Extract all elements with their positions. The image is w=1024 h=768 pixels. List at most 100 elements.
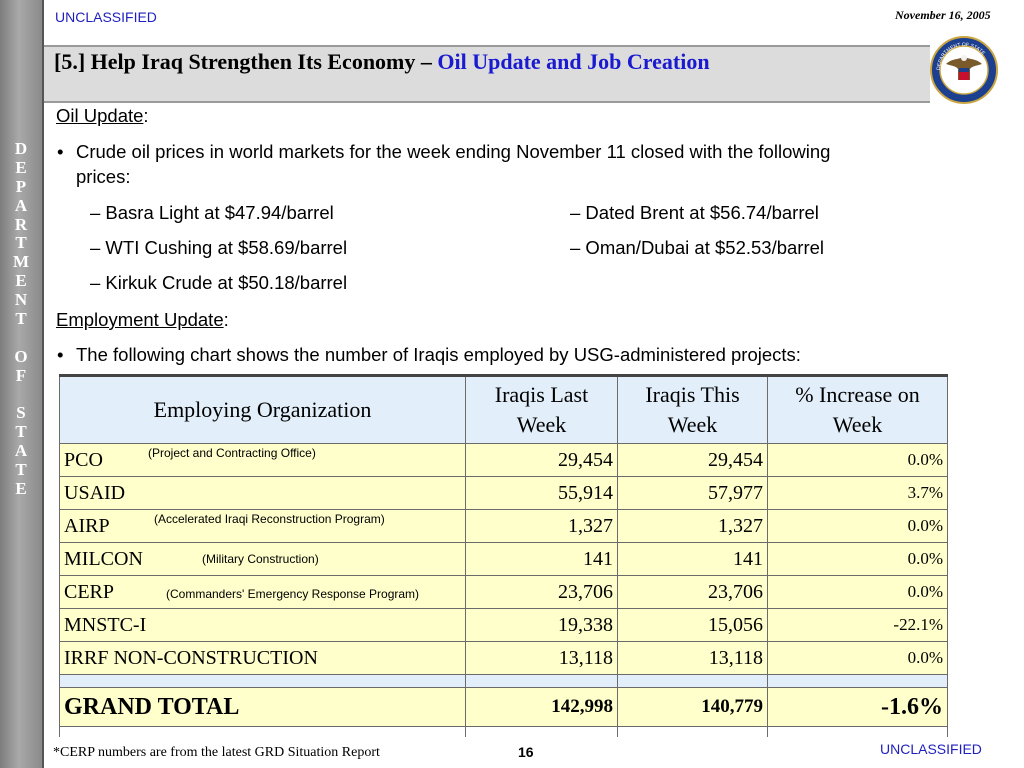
sidebar-letter: T (15, 422, 27, 442)
pad-cell (617, 726, 768, 737)
sidebar-letter: R (14, 214, 28, 234)
header-percent-increase: % Increase on Week (767, 374, 948, 444)
cell-this: 1,327 (617, 509, 768, 543)
oil-update-colon: : (143, 105, 149, 126)
organization-wrap: MNSTC-I (64, 614, 461, 637)
table-row: MILCON (Military Construction) 141 141 0.0% (59, 542, 948, 576)
organization-name: MILCON (64, 547, 143, 570)
table-row: IRRF NON-CONSTRUCTION 13,118 13,118 0.0% (59, 641, 948, 675)
organization-wrap: USAID (64, 482, 461, 505)
oil-update-heading: Oil Update: (56, 105, 149, 127)
table-header-row: Employing Organization Iraqis Last Week … (59, 374, 948, 444)
cell-pct: 3.7% (767, 476, 948, 510)
sidebar-letter (0, 386, 42, 405)
spacer-cell (465, 674, 618, 688)
organization-name: PCO (64, 448, 103, 471)
organization-wrap: CERP (Commanders' Emergency Response Prog… (64, 581, 461, 604)
cell-organization: USAID (59, 476, 466, 510)
employment-update-colon: : (223, 309, 229, 330)
cell-organization: CERP (Commanders' Emergency Response Prog… (59, 575, 466, 609)
organization-note: (Military Construction) (202, 551, 319, 566)
title-prefix: [5.] Help Iraq Strengthen Its Economy – (54, 49, 438, 74)
header-iraqis-this-week: Iraqis This Week (617, 374, 768, 444)
employment-update-label: Employment Update (56, 309, 224, 330)
sidebar-letter: T (15, 309, 27, 329)
header-iraqis-last-week: Iraqis Last Week (465, 374, 618, 444)
cell-last: 141 (465, 542, 618, 576)
cell-this: 141 (617, 542, 768, 576)
table-row: MNSTC-I 19,338 15,056 -22.1% (59, 608, 948, 642)
price-brent: – Dated Brent at $56.74/barrel (570, 202, 819, 223)
cell-organization: AIRP (Accelerated Iraqi Reconstruction Pr… (59, 509, 466, 543)
cell-this: 23,706 (617, 575, 768, 609)
organization-name: IRRF NON-CONSTRUCTION (64, 646, 318, 669)
sidebar-letter: M (12, 252, 30, 272)
sidebar-letter: O (14, 346, 28, 366)
table-row: PCO (Project and Contracting Office) 29,45… (59, 443, 948, 477)
table-bottom-pad (59, 726, 948, 737)
organization-wrap: AIRP (Accelerated Iraqi Reconstruction Pr… (64, 511, 461, 538)
table-row: AIRP (Accelerated Iraqi Reconstruction Pr… (59, 509, 948, 543)
organization-note: (Project and Contracting Office) (148, 445, 316, 460)
sidebar-letter: D (14, 139, 28, 158)
cell-pct: 0.0% (767, 542, 948, 576)
cell-last: 1,327 (465, 509, 618, 543)
organization-name: CERP (64, 580, 115, 603)
oil-update-label: Oil Update (56, 105, 144, 126)
table-row: CERP (Commanders' Emergency Response Prog… (59, 575, 948, 609)
organization-name: MNSTC-I (64, 613, 147, 636)
cell-pct: 0.0% (767, 575, 948, 609)
cell-last: 29,454 (465, 443, 618, 477)
price-basra: – Basra Light at $47.94/barrel (90, 202, 334, 223)
cell-last: 55,914 (465, 476, 618, 510)
price-oman-dubai: – Oman/Dubai at $52.53/barrel (570, 237, 825, 258)
sidebar-letter: A (14, 195, 28, 215)
employment-table: Employing Organization Iraqis Last Week … (59, 374, 948, 737)
organization-wrap: PCO (Project and Contracting Office) (64, 445, 461, 472)
cell-pct: 0.0% (767, 443, 948, 477)
table-total-row: GRAND TOTAL 142,998 140,779 -1.6% (59, 687, 948, 727)
cell-organization: IRRF NON-CONSTRUCTION (59, 641, 466, 675)
sidebar-letter: A (14, 441, 28, 461)
bullet-icon: • (57, 344, 64, 365)
cell-last: 19,338 (465, 608, 618, 642)
header-employing-organization: Employing Organization (59, 374, 466, 444)
footnote: *CERP numbers are from the latest GRD Si… (53, 745, 380, 760)
organization-name: AIRP (64, 514, 110, 537)
sidebar-letter: N (14, 290, 28, 310)
cell-last: 23,706 (465, 575, 618, 609)
sidebar-letter: S (16, 403, 26, 423)
cell-this: 13,118 (617, 641, 768, 675)
title-accent: Oil Update and Job Creation (437, 49, 710, 74)
title-bar: [5.] Help Iraq Strengthen Its Economy – … (44, 45, 930, 103)
pad-cell (59, 726, 466, 737)
employment-update-heading: Employment Update: (56, 309, 229, 331)
price-kirkuk: – Kirkuk Crude at $50.18/barrel (90, 272, 348, 293)
sidebar-letter (0, 329, 42, 348)
sidebar-letter: P (15, 176, 27, 196)
cell-organization: PCO (Project and Contracting Office) (59, 443, 466, 477)
sidebar-letter: T (15, 233, 27, 253)
organization-wrap: IRRF NON-CONSTRUCTION (64, 647, 461, 670)
cell-pct: 0.0% (767, 509, 948, 543)
spacer-cell (767, 674, 948, 688)
cell-this: 15,056 (617, 608, 768, 642)
employment-bullet-text: The following chart shows the number of … (76, 344, 801, 365)
slide-title: [5.] Help Iraq Strengthen Its Economy – … (54, 50, 814, 74)
cell-organization: MILCON (Military Construction) (59, 542, 466, 576)
bullet-icon: • (57, 141, 64, 162)
oil-bullet-text: Crude oil prices in world markets for th… (76, 141, 831, 162)
cell-pct: 0.0% (767, 641, 948, 675)
cell-this: 29,454 (617, 443, 768, 477)
cell-last: 13,118 (465, 641, 618, 675)
organization-wrap: MILCON (Military Construction) (64, 548, 461, 571)
cell-pct: -22.1% (767, 608, 948, 642)
organization-name: USAID (64, 481, 126, 504)
organization-note: (Commanders' Emergency Response Program) (166, 586, 420, 601)
classification-top: UNCLASSIFIED (55, 9, 157, 25)
sidebar-letter: E (15, 479, 27, 499)
organization-note: (Accelerated Iraqi Reconstruction Progra… (154, 511, 385, 526)
page-number: 16 (518, 744, 534, 760)
